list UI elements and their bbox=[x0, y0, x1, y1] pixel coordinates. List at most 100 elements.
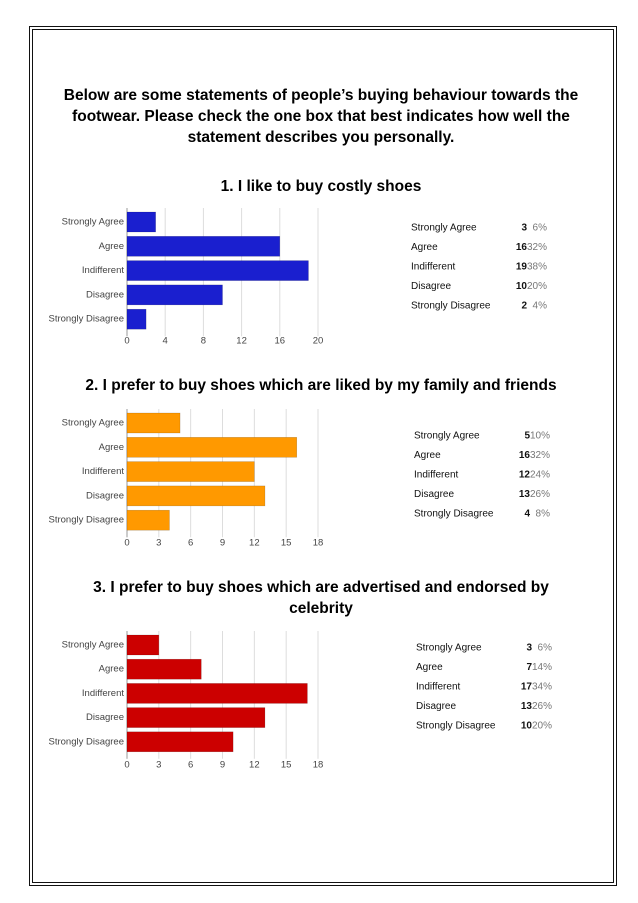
table-count: 16 bbox=[519, 450, 531, 461]
bar bbox=[126, 509, 170, 531]
x-tick-label: 0 bbox=[124, 760, 129, 771]
table-percent: 32% bbox=[530, 450, 550, 461]
table-count: 16 bbox=[516, 242, 528, 253]
table-category: Disagree bbox=[414, 489, 454, 500]
y-tick-label: Agree bbox=[99, 442, 124, 453]
table-category: Strongly Disagree bbox=[414, 509, 494, 520]
table-count: 3 bbox=[521, 223, 527, 234]
x-tick-label: 3 bbox=[156, 538, 161, 549]
table-percent: 24% bbox=[530, 470, 550, 481]
table-category: Strongly Disagree bbox=[416, 721, 496, 732]
y-tick-label: Agree bbox=[99, 241, 124, 252]
x-tick-label: 12 bbox=[249, 760, 260, 771]
table-category: Agree bbox=[416, 662, 443, 673]
table-percent: 20% bbox=[532, 721, 552, 732]
table-category: Indifferent bbox=[416, 682, 461, 693]
y-tick-label: Disagree bbox=[86, 712, 124, 723]
table-count: 10 bbox=[516, 281, 528, 292]
bar bbox=[126, 211, 156, 233]
table-percent: 38% bbox=[527, 262, 547, 273]
table-count: 5 bbox=[524, 431, 530, 442]
x-tick-label: 15 bbox=[281, 760, 292, 771]
table-percent: 6% bbox=[533, 223, 548, 234]
x-tick-label: 18 bbox=[313, 538, 324, 549]
table-count: 13 bbox=[521, 701, 533, 712]
y-tick-label: Indifferent bbox=[82, 688, 124, 699]
y-tick-label: Strongly Disagree bbox=[48, 736, 124, 747]
table-category: Disagree bbox=[416, 701, 456, 712]
bar bbox=[126, 308, 147, 330]
table-count: 19 bbox=[516, 262, 528, 273]
table-count: 13 bbox=[519, 489, 531, 500]
table-count: 7 bbox=[526, 662, 532, 673]
bar bbox=[126, 485, 266, 507]
x-tick-label: 6 bbox=[188, 760, 193, 771]
table-percent: 4% bbox=[533, 301, 548, 312]
y-tick-label: Strongly Agree bbox=[62, 418, 124, 429]
x-tick-label: 4 bbox=[163, 336, 168, 347]
y-tick-label: Disagree bbox=[86, 490, 124, 501]
table-count: 4 bbox=[524, 509, 530, 520]
y-tick-label: Strongly Agree bbox=[62, 640, 124, 651]
y-tick-label: Strongly Disagree bbox=[48, 314, 124, 325]
x-tick-label: 16 bbox=[275, 336, 286, 347]
y-tick-label: Disagree bbox=[86, 289, 124, 300]
table-percent: 34% bbox=[532, 682, 552, 693]
chart-title: 1. I like to buy costly shoes bbox=[220, 178, 422, 195]
table-count: 12 bbox=[519, 470, 531, 481]
x-tick-label: 8 bbox=[201, 336, 206, 347]
table-count: 2 bbox=[521, 301, 527, 312]
table-percent: 26% bbox=[530, 489, 550, 500]
table-category: Indifferent bbox=[414, 470, 459, 481]
table-percent: 20% bbox=[527, 281, 547, 292]
table-category: Strongly Agree bbox=[414, 431, 480, 442]
x-tick-label: 15 bbox=[281, 538, 292, 549]
bar bbox=[126, 437, 298, 458]
bar bbox=[126, 260, 309, 281]
x-tick-label: 12 bbox=[249, 538, 260, 549]
bar bbox=[126, 284, 223, 306]
x-tick-label: 18 bbox=[313, 760, 324, 771]
table-percent: 26% bbox=[532, 701, 552, 712]
table-count: 3 bbox=[526, 643, 532, 654]
x-tick-label: 0 bbox=[124, 538, 129, 549]
table-percent: 6% bbox=[538, 643, 553, 654]
table-category: Disagree bbox=[411, 281, 451, 292]
x-tick-label: 12 bbox=[236, 336, 247, 347]
table-category: Strongly Agree bbox=[416, 643, 482, 654]
y-tick-label: Agree bbox=[99, 664, 124, 675]
bar bbox=[126, 683, 308, 704]
table-percent: 32% bbox=[527, 242, 547, 253]
y-tick-label: Indifferent bbox=[82, 466, 124, 477]
table-count: 17 bbox=[521, 682, 533, 693]
y-tick-label: Strongly Agree bbox=[62, 217, 124, 228]
table-category: Agree bbox=[414, 450, 441, 461]
x-tick-label: 9 bbox=[220, 538, 225, 549]
page-border bbox=[29, 26, 617, 886]
x-tick-label: 0 bbox=[124, 336, 129, 347]
table-percent: 14% bbox=[532, 662, 552, 673]
intro-text: Below are some statements of people’s bu… bbox=[63, 87, 579, 146]
table-category: Agree bbox=[411, 242, 438, 253]
y-tick-label: Strongly Disagree bbox=[48, 515, 124, 526]
x-tick-label: 20 bbox=[313, 336, 324, 347]
table-category: Indifferent bbox=[411, 262, 456, 273]
table-count: 10 bbox=[521, 721, 533, 732]
bar bbox=[126, 658, 202, 680]
bar bbox=[126, 236, 281, 257]
x-tick-label: 9 bbox=[220, 760, 225, 771]
bar bbox=[126, 461, 255, 482]
bar bbox=[126, 412, 181, 434]
y-tick-label: Indifferent bbox=[82, 265, 124, 276]
x-tick-label: 6 bbox=[188, 538, 193, 549]
table-category: Strongly Agree bbox=[411, 223, 477, 234]
bar bbox=[126, 707, 266, 728]
table-category: Strongly Disagree bbox=[411, 301, 491, 312]
table-percent: 10% bbox=[530, 431, 550, 442]
bar bbox=[126, 634, 160, 656]
x-tick-label: 3 bbox=[156, 760, 161, 771]
chart-title: 2. I prefer to buy shoes which are liked… bbox=[85, 377, 557, 394]
chart-title: 3. I prefer to buy shoes which are adver… bbox=[93, 579, 549, 617]
